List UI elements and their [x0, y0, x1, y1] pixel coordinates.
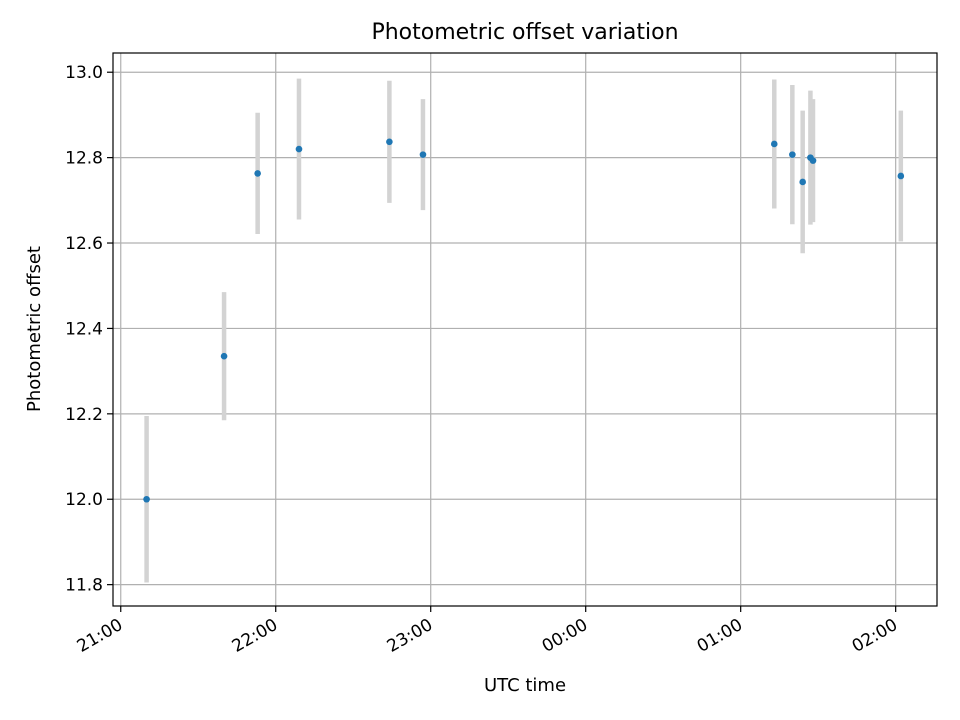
plot-frame	[112, 52, 938, 607]
data-point	[295, 145, 303, 153]
data-point	[254, 170, 261, 177]
chart-title: Photometric offset variation	[371, 20, 678, 45]
error-bars	[144, 78, 904, 583]
data-point	[770, 140, 778, 148]
data-point	[809, 157, 817, 164]
grid	[113, 53, 937, 606]
y-tick-label: 12.0	[65, 490, 103, 510]
y-tick-label: 12.4	[65, 319, 103, 339]
y-tick-label: 12.8	[65, 149, 103, 169]
data-point	[143, 495, 150, 503]
y-tick-label: 11.8	[65, 576, 103, 596]
data-point	[220, 352, 228, 360]
data-point	[789, 151, 796, 158]
x-tick-label: 00:00	[539, 615, 591, 657]
x-tick-label: 22:00	[229, 615, 281, 657]
y-axis-label: Photometric offset	[24, 246, 45, 412]
data-point	[419, 151, 427, 158]
y-tick-label: 13.0	[65, 63, 103, 83]
data-point	[897, 172, 905, 180]
x-axis-label: UTC time	[484, 675, 566, 696]
data-point	[386, 138, 393, 146]
data-points	[143, 138, 905, 503]
y-tick-label: 12.2	[65, 405, 103, 425]
y-tick-label: 12.6	[65, 234, 103, 254]
x-tick-label: 21:00	[74, 615, 126, 657]
x-tick-label: 02:00	[849, 615, 901, 657]
x-tick-label: 01:00	[694, 615, 746, 657]
data-point	[799, 178, 806, 186]
x-tick-label: 23:00	[384, 615, 436, 657]
